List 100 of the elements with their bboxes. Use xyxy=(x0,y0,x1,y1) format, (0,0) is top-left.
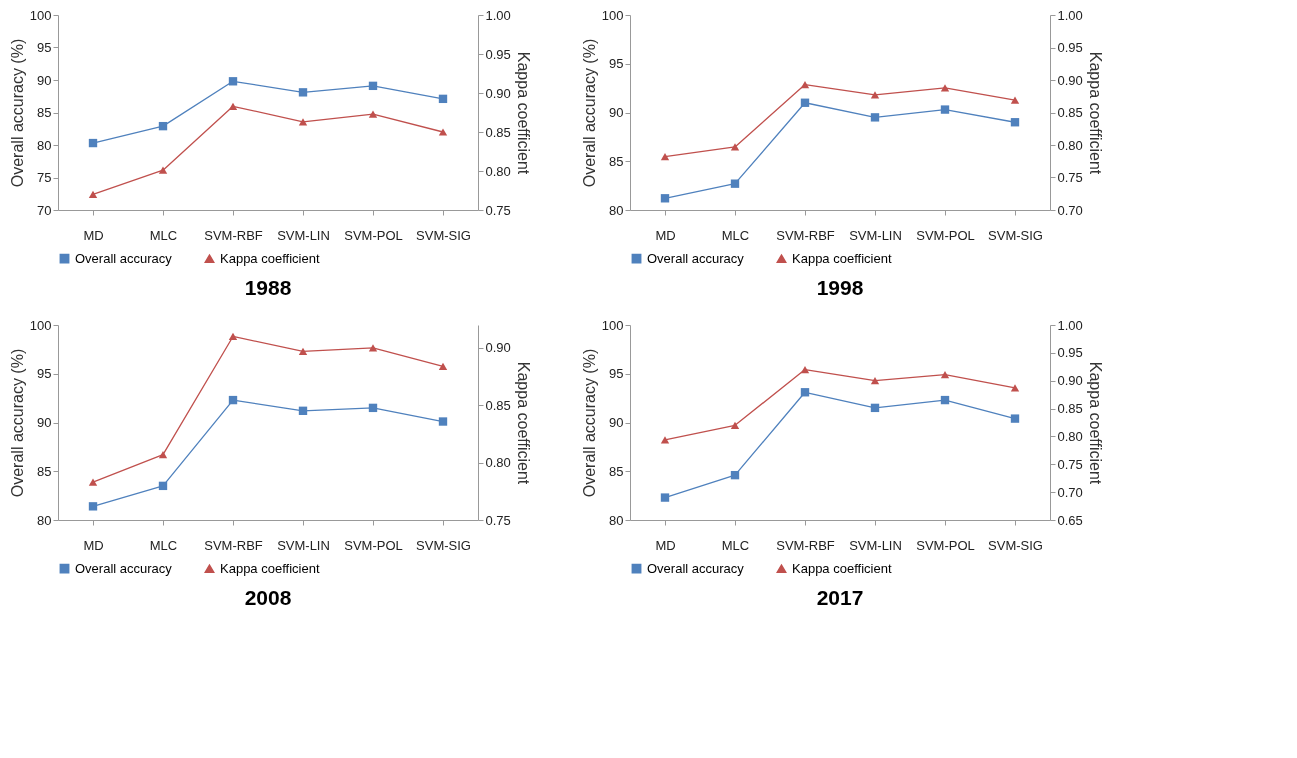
y-tick-label: 90 xyxy=(609,105,624,120)
x-tick-label: MD xyxy=(83,537,104,553)
point xyxy=(158,166,168,174)
point xyxy=(368,81,378,91)
point xyxy=(1010,414,1020,423)
x-tick-label: SVM-LIN xyxy=(277,227,330,243)
legend-label: Overall accuracy xyxy=(75,560,173,576)
legend-label: Overall accuracy xyxy=(647,250,745,266)
point xyxy=(660,153,670,161)
x-tick-label: SVM-SIG xyxy=(988,537,1043,553)
point xyxy=(870,91,880,99)
point xyxy=(800,365,810,374)
y2-tick-label: 0.85 xyxy=(1057,401,1083,417)
point xyxy=(438,362,448,370)
y2-tick-label: 0.80 xyxy=(1057,428,1083,444)
point xyxy=(298,406,308,415)
point xyxy=(870,377,880,385)
y-axis-title: Overall accuracy (%) xyxy=(580,348,598,498)
legend-label: Overall accuracy xyxy=(647,560,745,576)
point xyxy=(298,88,308,97)
y-tick-label: 75 xyxy=(37,170,52,185)
y-tick-label: 85 xyxy=(37,105,52,120)
x-tick-label: SVM-LIN xyxy=(277,537,330,553)
point xyxy=(940,84,950,92)
y2-tick-label: 0.80 xyxy=(485,455,511,471)
y2-tick-label: 0.95 xyxy=(1057,40,1083,55)
point xyxy=(940,370,950,379)
point xyxy=(438,94,448,104)
text: 1998 xyxy=(816,276,864,299)
x-tick-label: SVM-POL xyxy=(916,227,975,243)
y-tick-label: 95 xyxy=(37,366,52,382)
legend-label: Kappa coefficient xyxy=(220,560,320,576)
x-tick-label: SVM-LIN xyxy=(849,537,902,553)
point xyxy=(368,110,378,118)
point xyxy=(88,190,98,199)
x-tick-label: SVM-RBF xyxy=(776,227,835,243)
y-tick-label: 100 xyxy=(601,317,624,333)
x-tick-label: SVM-POL xyxy=(344,227,403,243)
y-tick-label: 80 xyxy=(609,202,624,218)
point xyxy=(298,347,308,356)
legend-label: Kappa coefficient xyxy=(220,250,320,266)
text: 1988 xyxy=(244,276,292,299)
legend-label: Kappa coefficient xyxy=(792,560,892,576)
y2-tick-label: 1.00 xyxy=(1057,7,1083,23)
y-tick-label: 95 xyxy=(37,40,52,55)
y2-tick-label: 0.80 xyxy=(485,163,511,179)
y2-tick-label: 0.85 xyxy=(485,397,511,413)
point xyxy=(368,403,378,413)
y2-axis-title: Kappa coefficient xyxy=(1086,361,1104,485)
y-tick-label: 90 xyxy=(609,415,624,430)
y2-axis-title: Kappa coefficient xyxy=(514,361,532,485)
x-tick-label: SVM-SIG xyxy=(416,537,471,553)
point xyxy=(660,436,670,444)
x-tick-label: MD xyxy=(655,537,676,553)
y2-tick-label: 0.80 xyxy=(1057,137,1083,153)
y-tick-label: 90 xyxy=(37,72,52,88)
point xyxy=(158,450,168,459)
y-tick-label: 85 xyxy=(609,463,624,479)
point xyxy=(940,395,950,405)
y2-tick-label: 0.75 xyxy=(1057,456,1083,472)
point xyxy=(158,481,168,491)
y-tick-label: 80 xyxy=(37,512,52,528)
y-tick-label: 85 xyxy=(609,153,624,169)
y-tick-label: 80 xyxy=(609,512,624,528)
y2-tick-label: 0.90 xyxy=(1057,72,1083,88)
point xyxy=(88,138,98,148)
point xyxy=(228,332,238,341)
y2-tick-label: 0.95 xyxy=(485,46,511,62)
y2-tick-label: 0.70 xyxy=(1057,202,1083,218)
point xyxy=(88,478,98,486)
point xyxy=(438,128,448,136)
y-axis-title: Overall accuracy (%) xyxy=(580,38,598,188)
y2-tick-label: 0.85 xyxy=(485,124,511,140)
y-tick-label: 70 xyxy=(37,202,52,218)
point xyxy=(730,470,740,480)
y2-tick-label: 0.65 xyxy=(1057,512,1083,528)
point xyxy=(228,395,238,405)
y-tick-label: 100 xyxy=(29,317,52,333)
y2-axis-title: Kappa coefficient xyxy=(514,51,532,175)
y2-tick-label: 0.85 xyxy=(1057,105,1083,120)
y2-tick-label: 0.70 xyxy=(1057,484,1083,500)
point xyxy=(368,344,378,352)
point xyxy=(940,105,950,114)
point xyxy=(660,493,670,502)
x-tick-label: SVM-POL xyxy=(344,537,403,553)
point xyxy=(438,417,448,426)
x-tick-label: SVM-RBF xyxy=(204,537,263,553)
point xyxy=(800,98,810,107)
x-tick-label: MLC xyxy=(721,227,750,243)
y-tick-label: 80 xyxy=(37,137,52,153)
point xyxy=(870,113,880,122)
point xyxy=(228,102,238,110)
y-tick-label: 95 xyxy=(609,366,624,382)
y2-tick-label: 1.00 xyxy=(1057,317,1083,333)
y2-tick-label: 0.75 xyxy=(485,202,511,218)
point xyxy=(730,143,740,151)
text: 2017 xyxy=(816,586,864,609)
point xyxy=(800,388,810,397)
x-tick-label: MLC xyxy=(721,537,750,553)
point xyxy=(158,121,168,131)
